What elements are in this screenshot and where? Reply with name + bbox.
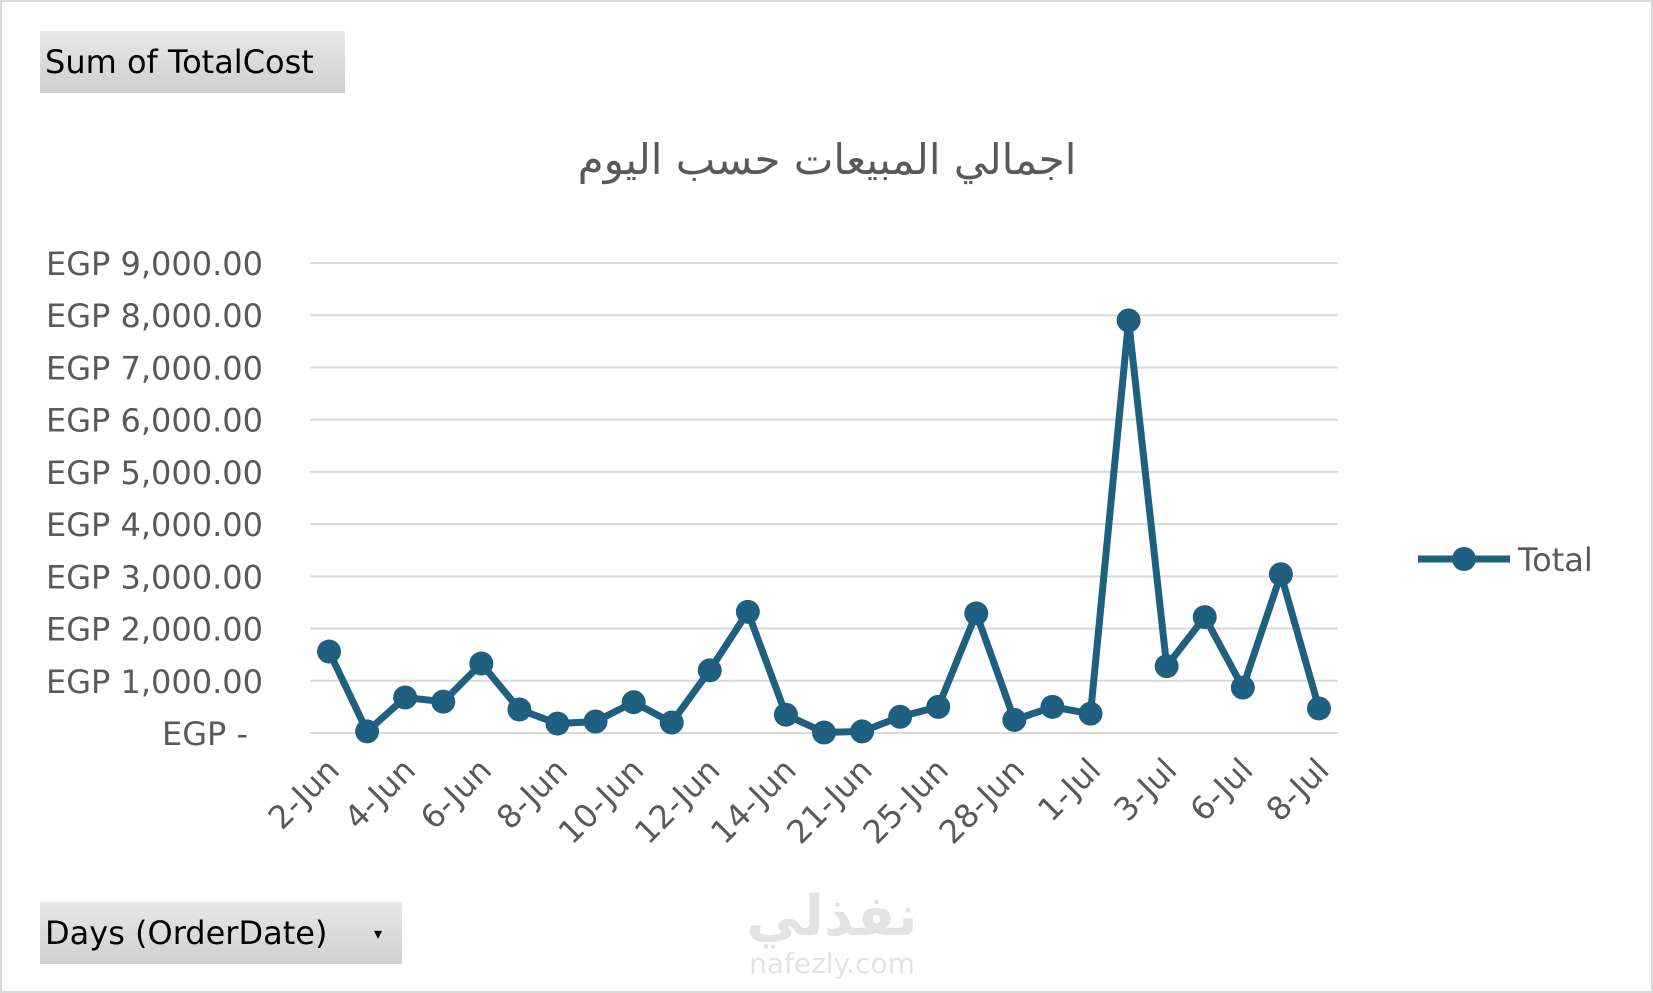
data-point[interactable] [507, 697, 532, 722]
data-point[interactable] [659, 710, 684, 735]
y-tick-label: EGP 5,000.00 [46, 454, 263, 492]
data-point[interactable] [1230, 675, 1255, 700]
x-tick-label: 1-Jul [1030, 751, 1108, 829]
y-tick-label: EGP 7,000.00 [46, 349, 263, 387]
data-point[interactable] [1078, 701, 1103, 726]
data-point[interactable] [964, 601, 989, 626]
data-point[interactable] [583, 709, 608, 734]
y-tick-label: EGP 6,000.00 [46, 402, 263, 440]
data-point[interactable] [469, 651, 494, 676]
data-point[interactable] [850, 719, 875, 744]
data-point[interactable] [621, 690, 646, 715]
x-tick-label: 6-Jun [413, 751, 499, 837]
data-point[interactable] [1002, 707, 1027, 732]
data-point[interactable] [1116, 308, 1141, 333]
y-tick-label: EGP - [162, 715, 248, 753]
data-point[interactable] [545, 711, 570, 736]
data-point[interactable] [431, 689, 456, 714]
legend-marker [1452, 547, 1476, 571]
pivot-value-field-button[interactable]: Sum of TotalCost [40, 31, 345, 93]
data-point[interactable] [1154, 654, 1179, 679]
y-tick-label: EGP 2,000.00 [46, 611, 263, 649]
data-point[interactable] [1192, 605, 1217, 630]
y-tick-label: EGP 4,000.00 [46, 506, 263, 544]
x-tick-label: 6-Jul [1182, 751, 1260, 829]
x-tick-label: 12-Jun [627, 751, 727, 851]
legend[interactable]: Total [1418, 541, 1593, 579]
x-tick-label: 21-Jun [779, 751, 879, 851]
dropdown-arrow-icon[interactable]: ▾ [373, 924, 382, 943]
y-axis-tick-labels: EGP - EGP 1,000.00 EGP 2,000.00 EGP 3,000.0… [46, 245, 263, 753]
data-point[interactable] [355, 719, 380, 744]
data-point[interactable] [1268, 562, 1293, 587]
x-tick-label: 2-Jun [261, 751, 347, 837]
y-tick-label: EGP 1,000.00 [46, 663, 263, 701]
data-point[interactable] [317, 639, 342, 664]
y-tick-label: EGP 3,000.00 [46, 558, 263, 596]
x-tick-label: 28-Jun [932, 751, 1032, 851]
pivot-axis-field-label: Days (OrderDate) [45, 914, 328, 952]
data-point[interactable] [735, 599, 760, 624]
x-tick-label: 3-Jul [1106, 751, 1184, 829]
data-point[interactable] [888, 704, 913, 729]
series-total [317, 308, 1331, 745]
y-tick-label: EGP 9,000.00 [46, 245, 263, 283]
data-point[interactable] [1306, 696, 1331, 721]
x-tick-label: 25-Jun [855, 751, 955, 851]
data-point[interactable] [812, 720, 836, 745]
chart-title: اجمالي المبيعات حسب اليوم [578, 135, 1077, 185]
pivot-axis-field-button[interactable]: Days (OrderDate) ▾ [40, 902, 402, 964]
y-tick-label: EGP 8,000.00 [46, 297, 263, 335]
legend-label: Total [1517, 541, 1593, 579]
pivot-value-field-label: Sum of TotalCost [45, 43, 314, 81]
x-axis-tick-labels: 2-Jun4-Jun6-Jun8-Jun10-Jun12-Jun14-Jun21… [261, 751, 1337, 851]
x-tick-label: 8-Jul [1259, 751, 1337, 829]
x-tick-label: 10-Jun [551, 751, 651, 851]
data-point[interactable] [773, 702, 798, 727]
data-point[interactable] [1040, 694, 1065, 719]
x-tick-label: 4-Jun [337, 751, 423, 837]
data-point[interactable] [697, 658, 722, 683]
gridlines [310, 262, 1338, 734]
x-tick-label: 14-Jun [703, 751, 803, 851]
data-point[interactable] [926, 694, 951, 719]
data-point[interactable] [393, 685, 418, 710]
